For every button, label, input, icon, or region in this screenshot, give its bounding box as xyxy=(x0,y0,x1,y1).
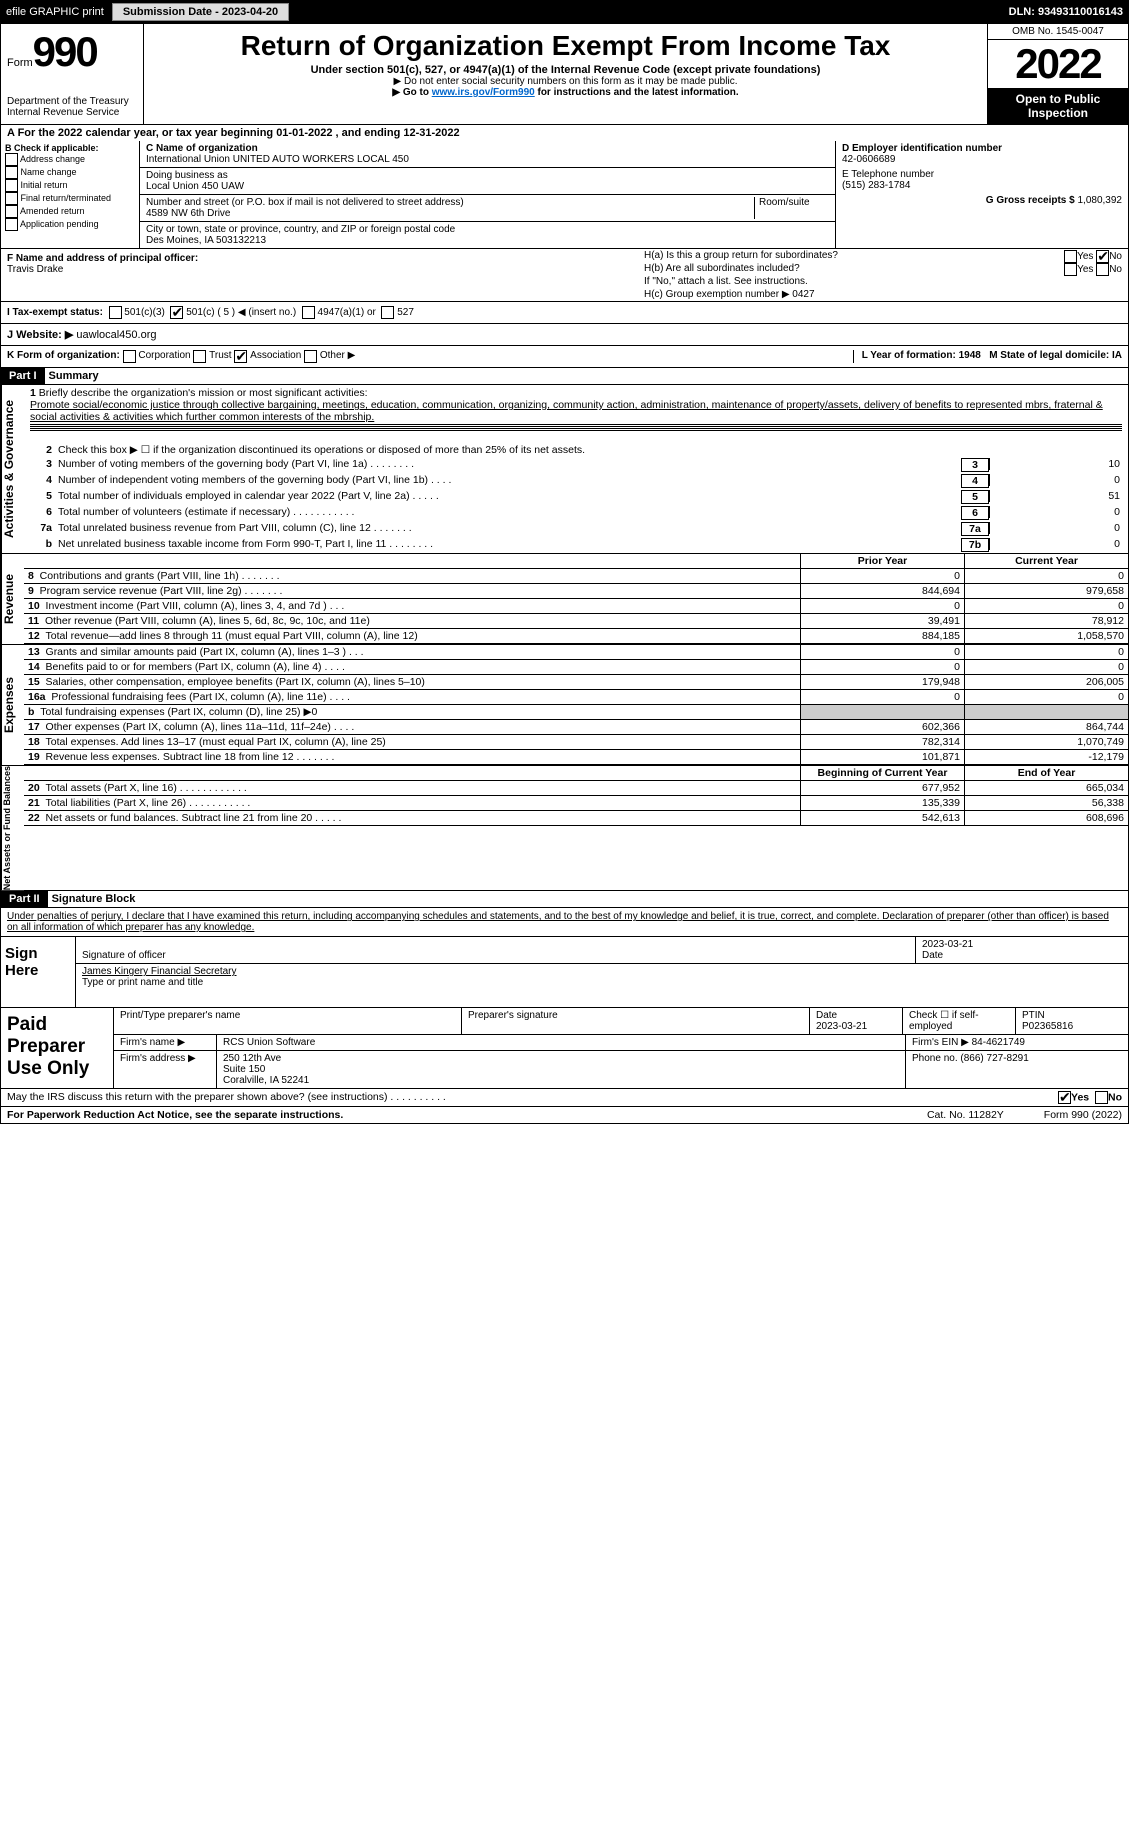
officer-row: F Name and address of principal officer:… xyxy=(0,249,1129,302)
efile-label: efile GRAPHIC print xyxy=(6,6,104,18)
governance-section: Activities & Governance 1 Briefly descri… xyxy=(0,385,1129,554)
omb-number: OMB No. 1545-0047 xyxy=(988,24,1128,40)
form-subtitle: Under section 501(c), 527, or 4947(a)(1)… xyxy=(152,64,979,76)
department-label: Department of the Treasury Internal Reve… xyxy=(7,96,137,118)
form-number: Form990 xyxy=(7,28,137,76)
instructions-link-row: ▶ Go to www.irs.gov/Form990 for instruct… xyxy=(152,87,979,98)
mission-text: Promote social/economic justice through … xyxy=(30,399,1103,423)
irs-link[interactable]: www.irs.gov/Form990 xyxy=(432,87,535,98)
net-assets-section: Net Assets or Fund Balances Beginning of… xyxy=(0,766,1129,891)
discuss-row: May the IRS discuss this return with the… xyxy=(0,1089,1129,1107)
form-title: Return of Organization Exempt From Incom… xyxy=(152,30,979,62)
efile-topbar: efile GRAPHIC print Submission Date - 20… xyxy=(0,0,1129,24)
tax-exempt-status: I Tax-exempt status: 501(c)(3) 501(c) ( … xyxy=(0,302,1129,324)
tax-year: 2022 xyxy=(988,40,1128,88)
paid-preparer: Paid Preparer Use Only Print/Type prepar… xyxy=(0,1008,1129,1089)
page-footer: For Paperwork Reduction Act Notice, see … xyxy=(0,1107,1129,1124)
inspection-label: Open to Public Inspection xyxy=(988,88,1128,124)
section-d-e-g: D Employer identification number42-06066… xyxy=(836,141,1128,248)
ssn-note: ▶ Do not enter social security numbers o… xyxy=(152,76,979,87)
part-1-header: Part ISummary xyxy=(0,368,1129,385)
dln-label: DLN: 93493110016143 xyxy=(1009,6,1123,18)
form-header: Form990 Department of the Treasury Inter… xyxy=(0,24,1129,125)
revenue-section: Revenue Prior YearCurrent Year 8 Contrib… xyxy=(0,554,1129,645)
part-2-header: Part IISignature Block xyxy=(0,891,1129,908)
expenses-section: Expenses 13 Grants and similar amounts p… xyxy=(0,645,1129,766)
section-b-checkboxes: B Check if applicable: Address change Na… xyxy=(1,141,140,248)
sign-here: Sign Here Signature of officer2023-03-21… xyxy=(0,937,1129,1008)
signature-declaration: Under penalties of perjury, I declare th… xyxy=(0,908,1129,937)
form-of-org: K Form of organization: Corporation Trus… xyxy=(0,346,1129,368)
website-row: J Website: ▶ uawlocal450.org xyxy=(0,324,1129,346)
submission-date-button[interactable]: Submission Date - 2023-04-20 xyxy=(112,3,289,21)
line-a-calendar: A For the 2022 calendar year, or tax yea… xyxy=(1,125,1128,141)
section-c: C Name of organizationInternational Unio… xyxy=(140,141,836,248)
